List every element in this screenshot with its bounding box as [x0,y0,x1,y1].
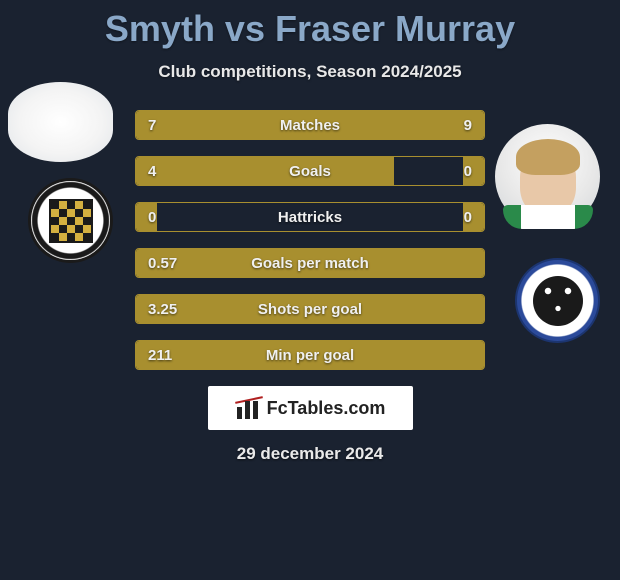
player-right-crest [515,258,600,343]
page-title: Smyth vs Fraser Murray [0,0,620,50]
player-left-photo [8,82,113,162]
player-right-face-icon [495,124,600,229]
stat-value-left: 4 [136,163,196,180]
stat-row: 7Matches9 [135,110,485,140]
stat-label: Goals per match [196,255,424,272]
stat-value-left: 0 [136,209,196,226]
stat-row: 4Goals0 [135,156,485,186]
stat-label: Goals [196,163,424,180]
stat-value-left: 7 [136,117,196,134]
stat-value-right: 0 [424,163,484,180]
subtitle: Club competitions, Season 2024/2025 [0,62,620,82]
stat-value-right: 9 [424,117,484,134]
stat-label: Matches [196,117,424,134]
stat-value-left: 211 [136,347,196,364]
bar-chart-icon [235,397,261,419]
stat-value-left: 3.25 [136,301,196,318]
stat-row: 211Min per goal [135,340,485,370]
crest-checker-icon [49,199,93,243]
brand-badge[interactable]: FcTables.com [208,386,413,430]
stat-row: 0.57Goals per match [135,248,485,278]
comparison-card: Smyth vs Fraser Murray Club competitions… [0,0,620,580]
stat-label: Shots per goal [196,301,424,318]
crest-football-icon [533,276,583,326]
stat-row: 3.25Shots per goal [135,294,485,324]
stats-panel: 7Matches94Goals00Hattricks00.57Goals per… [135,110,485,370]
stat-label: Hattricks [196,209,424,226]
stat-value-left: 0.57 [136,255,196,272]
brand-text: FcTables.com [267,398,386,419]
stat-value-right: 0 [424,209,484,226]
player-right-photo [495,124,600,229]
player-left-crest [28,178,113,263]
stat-row: 0Hattricks0 [135,202,485,232]
stat-label: Min per goal [196,347,424,364]
date-label: 29 december 2024 [0,444,620,464]
